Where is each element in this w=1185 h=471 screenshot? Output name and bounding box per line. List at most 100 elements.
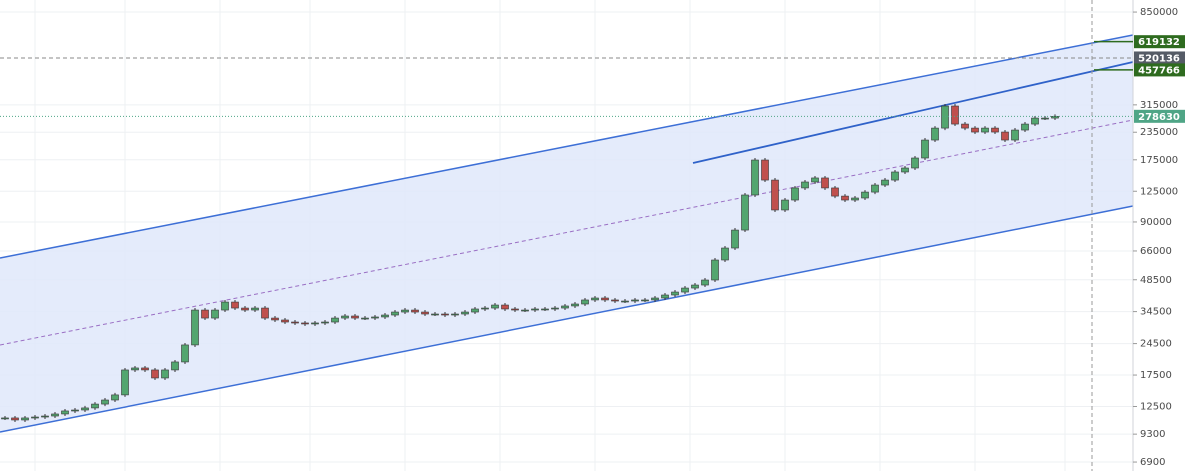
- y-tick-label: 850000: [1140, 7, 1178, 18]
- candle: [251, 307, 259, 311]
- candle: [61, 410, 69, 415]
- candle: [861, 191, 869, 199]
- candle: [911, 157, 919, 169]
- candle: [551, 307, 559, 310]
- candle: [391, 311, 399, 316]
- candle: [311, 322, 319, 325]
- candle: [761, 159, 769, 181]
- candle: [71, 409, 79, 412]
- candle: [271, 317, 279, 321]
- candle: [51, 413, 59, 417]
- candle: [171, 361, 179, 371]
- candle: [651, 297, 659, 301]
- candle: [661, 294, 669, 299]
- price-label: 278630: [1138, 112, 1180, 123]
- candle: [1051, 116, 1059, 119]
- candle: [221, 301, 229, 311]
- candle: [681, 287, 689, 293]
- candle: [101, 399, 109, 405]
- candle: [831, 187, 839, 197]
- candle: [521, 309, 529, 312]
- candle: [891, 171, 899, 181]
- candle: [31, 416, 39, 419]
- candle: [421, 311, 429, 315]
- candle: [731, 229, 739, 249]
- candle: [781, 199, 789, 211]
- y-tick-label: 235000: [1140, 127, 1178, 138]
- candle: [11, 417, 19, 421]
- candle: [431, 313, 439, 316]
- candle: [21, 417, 29, 421]
- candle: [691, 284, 699, 289]
- resistance-line: [692, 61, 1134, 164]
- candle: [341, 315, 349, 319]
- candle: [151, 369, 159, 379]
- candle: [981, 127, 989, 133]
- candle: [491, 304, 499, 309]
- candle: [41, 415, 49, 418]
- candle: [591, 297, 599, 301]
- candle: [111, 394, 119, 401]
- candle: [541, 308, 549, 311]
- candle: [481, 307, 489, 310]
- y-tick-label: 125000: [1140, 186, 1178, 197]
- candle: [581, 299, 589, 305]
- candle: [131, 367, 139, 371]
- candle: [901, 167, 909, 173]
- candle: [501, 304, 509, 310]
- channel-upper: [0, 34, 1134, 259]
- candle: [1001, 131, 1009, 141]
- price-label-box: [1134, 109, 1185, 123]
- candle: [741, 194, 749, 231]
- channel-lower: [0, 205, 1134, 433]
- candle: [121, 369, 129, 396]
- channel-median: [0, 119, 1134, 346]
- candle: [261, 307, 269, 319]
- channel-fill: [0, 35, 1133, 432]
- candle: [81, 407, 89, 411]
- candle: [241, 307, 249, 311]
- y-tick-label: 175000: [1140, 155, 1178, 166]
- candle: [441, 313, 449, 316]
- candle: [611, 299, 619, 302]
- candle: [281, 319, 289, 323]
- candle: [671, 291, 679, 296]
- price-label: 520136: [1138, 53, 1180, 64]
- candle: [851, 197, 859, 201]
- candle: [381, 314, 389, 318]
- y-tick-label: 48500: [1140, 275, 1172, 286]
- candle: [411, 309, 419, 313]
- candle: [141, 367, 149, 371]
- candle: [1021, 123, 1029, 131]
- candle: [971, 127, 979, 133]
- candle: [361, 317, 369, 320]
- candle: [91, 403, 99, 409]
- candle: [331, 317, 339, 323]
- candle: [1031, 117, 1039, 125]
- candle: [621, 300, 629, 303]
- candle: [181, 344, 189, 363]
- candle: [471, 308, 479, 313]
- candle: [321, 321, 329, 324]
- candle: [921, 139, 929, 159]
- candle: [1, 417, 9, 420]
- candle: [461, 311, 469, 315]
- y-tick-label: 315000: [1140, 100, 1178, 111]
- candle: [161, 369, 169, 379]
- y-tick-label: 34500: [1140, 307, 1172, 318]
- candle: [931, 127, 939, 141]
- candle: [751, 159, 759, 196]
- candle: [571, 303, 579, 307]
- candle: [231, 301, 239, 309]
- candle: [211, 309, 219, 319]
- candle: [301, 322, 309, 325]
- candle: [991, 127, 999, 133]
- candle: [401, 309, 409, 313]
- candle: [821, 177, 829, 189]
- price-label: 619132: [1138, 37, 1180, 48]
- candle: [1041, 117, 1049, 120]
- candle: [371, 316, 379, 319]
- price-label-box: [1134, 51, 1185, 65]
- candle: [801, 181, 809, 189]
